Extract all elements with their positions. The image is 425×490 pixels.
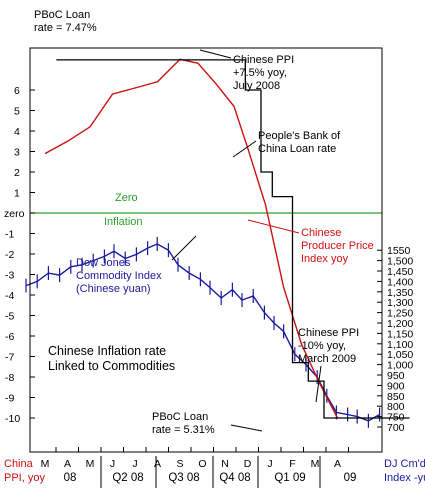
x-month-label: F (289, 458, 295, 470)
annotation-ppi-peak-pointer (199, 49, 232, 59)
annotation-ppi-trough-pointer (315, 365, 322, 403)
right-tick-label: 1,450 (387, 266, 413, 278)
left-tick-label: -3 (5, 270, 14, 282)
zero-label-bottom-line-1: Inflation (104, 216, 143, 228)
left-tick-label: 1 (14, 188, 20, 200)
annotation-djci-label-line-2: Commodity Index (76, 270, 162, 282)
right-tick-label: 1,200 (387, 318, 413, 330)
left-tick-label: -9 (5, 393, 14, 405)
left-tick-label: -5 (5, 311, 14, 323)
annotation-pboc-top-line-2: rate = 7.47% (34, 22, 97, 34)
annotation-ppi-trough-line-3: March 2009 (298, 353, 356, 365)
left-tick-label: 3 (14, 147, 20, 159)
x-month-label: M (311, 458, 320, 470)
x-month-label: O (198, 458, 206, 470)
left-tick-label: -6 (5, 331, 14, 343)
right-tick-label: 1,150 (387, 328, 413, 340)
annotation-pboc-bottom-pointer (230, 424, 263, 432)
x-month-label: D (244, 458, 252, 470)
right-tick-label: 950 (387, 370, 405, 382)
annotation-ppi-label-line-1: Chinese (301, 227, 341, 239)
left-tick-label: 5 (14, 106, 20, 118)
annotation-pboc-rate-line-1: People's Bank of (258, 130, 341, 142)
annotation-ppi-peak-line-1: Chinese PPI (233, 54, 294, 66)
annotation-ppi-trough-line-2: -10% yoy, (298, 340, 346, 352)
left-tick-label: -4 (5, 290, 14, 302)
right-tick-label: 1,050 (387, 349, 413, 361)
x-month-label: J (132, 458, 137, 470)
left-tick-label: 4 (14, 126, 20, 138)
annotation-ppi-trough-line-1: Chinese PPI (298, 327, 359, 339)
right-tick-label: 1,250 (387, 308, 413, 320)
right-tick-label: 1,100 (387, 339, 413, 351)
x-month-label: A (154, 458, 161, 470)
annotation-pboc-rate-line-2: China Loan rate (258, 143, 336, 155)
x-period-label: 08 (64, 472, 77, 484)
chart-title-line-2: Linked to Commodities (48, 359, 175, 373)
chart-text-layer: Zero Inflation Chinese Inflation rateLinke… (34, 9, 374, 436)
chart-title-line-1: Chinese Inflation rate (48, 344, 166, 358)
right-tick-label: 1550 (387, 245, 411, 257)
left-tick-label: 2 (14, 167, 20, 179)
chart-axes-layer: 6 5 4 3 2 1 zero -1 -2 -3 -4 -5 -6 -7 -8 -9 -10 15501,500… (4, 47, 425, 488)
annotation-djci-label-line-1: Dow Jones (76, 257, 131, 269)
x-month-label: A (64, 458, 71, 470)
left-tick-label: -1 (5, 229, 14, 241)
right-tick-label: 900 (387, 380, 405, 392)
x-month-label: J (110, 458, 115, 470)
x-month-label: M (41, 458, 50, 470)
right-tick-label: 800 (387, 401, 405, 413)
right-tick-label: 1,300 (387, 297, 413, 309)
x-month-label: A (334, 458, 341, 470)
left-tick-label: -10 (5, 413, 20, 425)
annotation-pboc-bottom-line-2: rate = 5.31% (152, 424, 215, 436)
right-axis-title-line-1: DJ Cm'dty (384, 458, 425, 470)
left-tick-label: zero (4, 208, 25, 220)
left-tick-label: 6 (14, 85, 20, 97)
right-axis-title-line-2: Index -yuan (384, 472, 425, 484)
x-period-label: Q4 08 (219, 472, 250, 484)
right-tick-label: 1,400 (387, 276, 413, 288)
annotation-ppi-pointer (247, 219, 300, 234)
annotation-pboc-top-line-1: PBoC Loan (34, 9, 90, 21)
x-period-label: Q2 08 (112, 472, 143, 484)
left-tick-label: -8 (5, 372, 14, 384)
x-period-label: 09 (344, 472, 357, 484)
x-period-label: Q1 09 (274, 472, 305, 484)
right-tick-label: 750 (387, 412, 405, 424)
annotation-djci-label-line-3: (Chinese yuan) (76, 283, 151, 295)
annotation-ppi-label-line-2: Producer Price (301, 240, 374, 252)
left-axis-title-line-2: PPI, yoy (4, 472, 45, 484)
left-tick-label: -7 (5, 352, 14, 364)
zero-label-top-line-1: Zero (115, 192, 138, 204)
x-month-label: M (86, 458, 95, 470)
pboc-rate-step-line (56, 59, 410, 419)
annotation-pboc-rate-pointer (232, 140, 257, 158)
annotation-ppi-label-line-3: Index yoy (301, 253, 349, 265)
annotation-ppi-peak-line-2: +7.5% yoy, (233, 67, 287, 79)
x-month-label: J (267, 458, 272, 470)
x-period-label: Q3 08 (168, 472, 199, 484)
right-tick-label: 1,350 (387, 287, 413, 299)
chart-series-layer (25, 58, 410, 428)
x-month-label: N (221, 458, 229, 470)
right-tick-label: 1,500 (387, 256, 413, 268)
left-tick-label: -2 (5, 249, 14, 261)
right-tick-label: 850 (387, 391, 405, 403)
annotation-pboc-bottom-line-1: PBoC Loan (152, 411, 208, 423)
right-tick-label: 700 (387, 422, 405, 434)
x-month-label: S (176, 458, 183, 470)
annotation-djci-pointer (171, 235, 197, 261)
annotation-ppi-peak-line-3: July 2008 (233, 80, 280, 92)
right-tick-label: 1,000 (387, 360, 413, 372)
left-axis-title-line-1: China (4, 458, 34, 470)
